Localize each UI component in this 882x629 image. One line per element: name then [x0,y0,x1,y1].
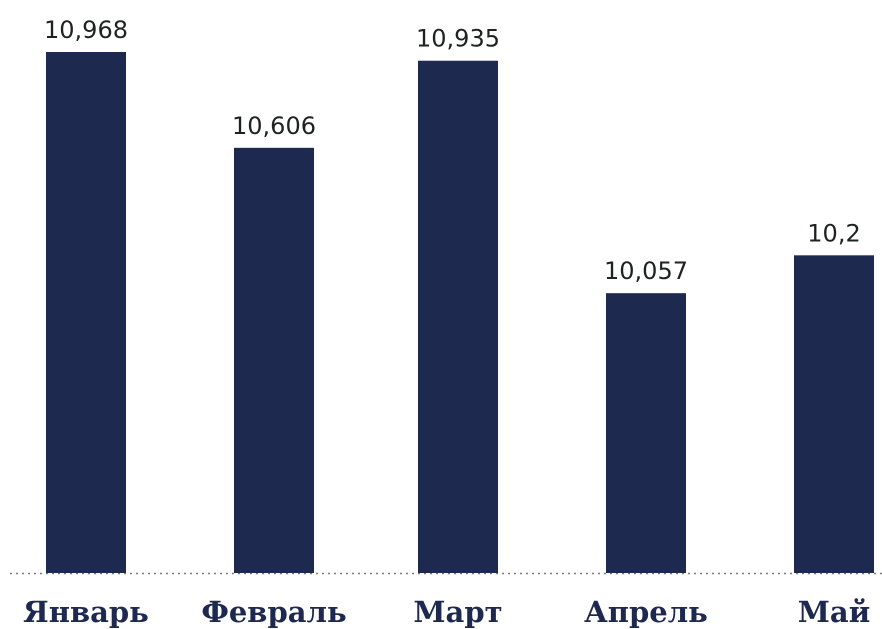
bar-4 [606,293,686,573]
category-label-5: Май [798,595,870,629]
bar-1 [46,52,126,573]
value-label-5: 10,2 [807,219,860,247]
category-label-4: Апрель [584,595,708,629]
value-label-1: 10,968 [44,16,128,44]
bars-group [46,52,874,574]
category-labels-group: Январь Февраль Март Апрель Май [23,595,870,629]
bar-5 [794,255,874,573]
value-label-3: 10,935 [416,25,500,53]
value-labels-group: 10,968 10,606 10,935 10,057 10,2 [44,16,861,285]
value-label-2: 10,606 [232,112,316,140]
bar-2 [234,147,314,573]
bar-3 [418,60,498,574]
category-label-1: Январь [23,595,149,629]
category-label-3: Март [413,595,502,629]
category-label-2: Февраль [201,595,346,629]
value-label-4: 10,057 [604,257,688,285]
